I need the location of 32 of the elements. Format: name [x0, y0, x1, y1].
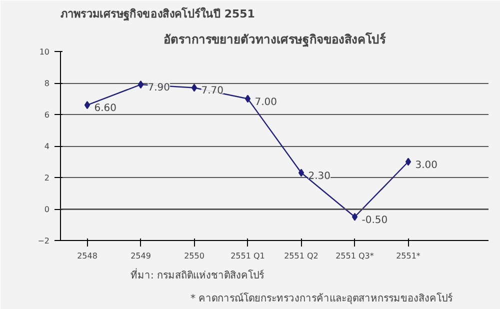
y-tick-label: −2	[38, 236, 50, 246]
text: * คาดการณ์โดยกระทรวงการค้าและอุตสาหกรรมของสิงคโปร์	[190, 292, 454, 304]
text: ที่มา: กรมสถิติแห่งชาติสิงคโปร์	[130, 268, 266, 282]
chart-title: อัตราการขยายตัวทางเศรษฐกิจของสิงคโปร์	[164, 32, 386, 48]
y-tick-label: 10	[39, 48, 50, 56]
data-label: -0.50	[362, 214, 388, 226]
data-label: 2.30	[308, 170, 331, 182]
data-label: 3.00	[415, 160, 438, 171]
x-tick-label: 2550	[184, 252, 204, 260]
data-label: 7.90	[148, 82, 170, 94]
point	[138, 80, 144, 89]
point	[352, 212, 358, 221]
x-tick-label: 2551*	[396, 252, 420, 260]
y-tick-label: 0	[44, 205, 50, 214]
x-tick-label: 2551 Q2	[284, 252, 318, 260]
y-tick-label: 2	[44, 174, 50, 182]
y-tick-label: 6	[44, 110, 50, 120]
y-tick-label: 4	[44, 142, 50, 151]
point	[84, 101, 90, 110]
point	[405, 158, 412, 166]
text: ภาพรวมเศรษฐกิจของสิงคโปร์ในปี 2551	[60, 6, 255, 22]
data-label: 7.00	[254, 96, 278, 108]
data-label: 6.60	[94, 103, 117, 114]
y-tick-label: 8	[44, 79, 50, 88]
point	[244, 94, 251, 103]
x-tick-label: 2549	[130, 252, 151, 260]
x-tick-label: 2551 Q1	[230, 252, 265, 260]
x-tick-label: 2551 Q3*	[336, 252, 374, 260]
x-tick-label: 2548	[77, 252, 98, 260]
data-label: 7.70	[201, 86, 224, 97]
point	[191, 84, 198, 92]
point	[298, 168, 304, 177]
